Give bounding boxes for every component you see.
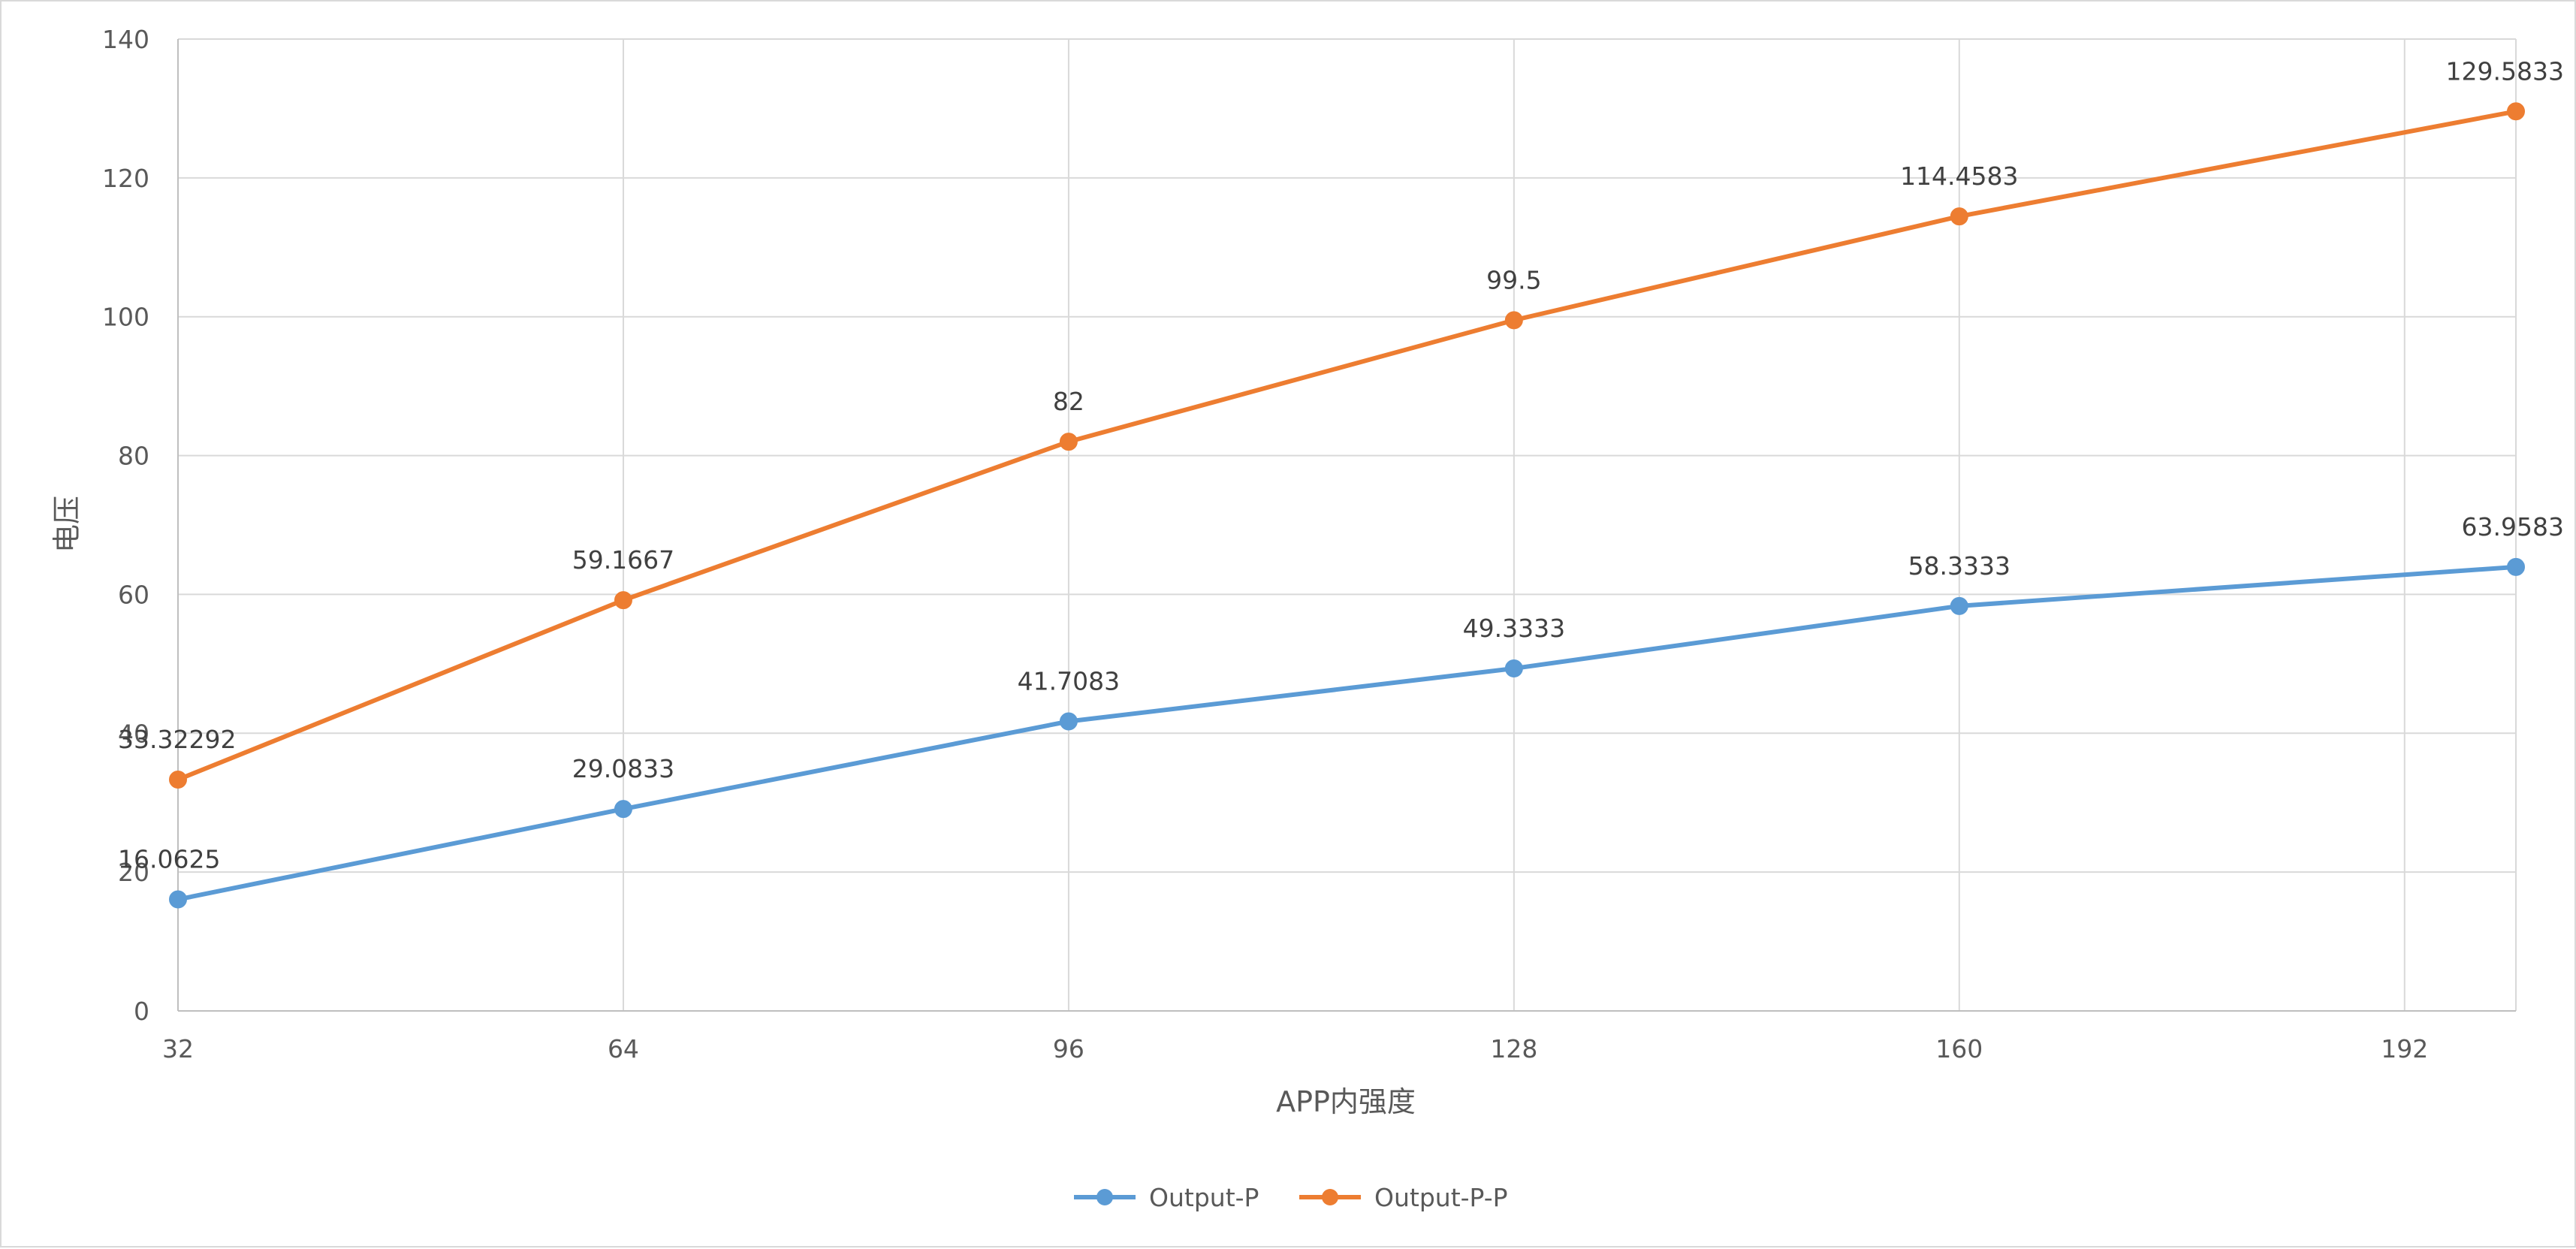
y-tick-label: 20 xyxy=(118,858,149,887)
legend: Output-P Output-P-P xyxy=(1074,1183,1508,1212)
y-tick-label: 40 xyxy=(118,719,149,748)
data-label: 129.5833 xyxy=(2446,56,2564,86)
x-tick-label: 160 xyxy=(1935,1034,1983,1063)
data-point xyxy=(2507,102,2525,121)
data-point xyxy=(614,591,632,610)
y-tick-label: 0 xyxy=(134,997,149,1026)
legend-marker-2 xyxy=(1322,1189,1338,1205)
data-point xyxy=(1950,596,1968,615)
data-point xyxy=(1950,207,1968,226)
y-tick-label: 140 xyxy=(102,25,149,54)
y-axis-title: 电压 xyxy=(50,496,83,553)
x-tick-label: 128 xyxy=(1490,1034,1537,1063)
data-label: 29.0833 xyxy=(572,754,674,783)
data-point xyxy=(169,771,187,789)
data-label: 59.1667 xyxy=(572,545,674,575)
grid-lines xyxy=(178,38,2517,1011)
data-label: 16.0625 xyxy=(118,845,220,874)
x-tick-label: 192 xyxy=(2381,1034,2428,1063)
legend-marker-1 xyxy=(1096,1189,1113,1205)
axes xyxy=(177,39,2516,1012)
series xyxy=(169,102,2525,909)
series-line-1 xyxy=(176,564,2518,902)
y-tick-label: 60 xyxy=(118,580,149,609)
legend-label-2: Output-P-P xyxy=(1374,1183,1508,1212)
y-tick-label: 120 xyxy=(102,164,149,193)
data-labels: 16.0625 29.0833 41.7083 49.3333 58.3333 63.95… xyxy=(118,56,2564,873)
series-line-2 xyxy=(176,109,2518,783)
data-label: 58.3333 xyxy=(1908,551,2010,581)
data-point xyxy=(1059,712,1078,731)
data-label: 63.9583 xyxy=(2462,512,2564,542)
data-point xyxy=(1059,433,1078,451)
data-label: 41.7083 xyxy=(1018,666,1120,695)
y-tick-label: 80 xyxy=(118,442,149,471)
x-tick-label: 96 xyxy=(1053,1034,1084,1063)
tick-labels: 0 20 40 60 80 100 120 140 32 64 96 128 160 192 xyxy=(102,25,2428,1063)
y-tick-label: 100 xyxy=(102,303,149,332)
data-point xyxy=(1504,659,1523,678)
data-label: 49.3333 xyxy=(1463,614,1565,643)
x-tick-label: 64 xyxy=(608,1034,639,1063)
x-axis-title: APP内强度 xyxy=(1276,1085,1416,1118)
x-tick-label: 32 xyxy=(162,1034,194,1063)
data-point xyxy=(1504,311,1523,330)
legend-label-1: Output-P xyxy=(1149,1183,1259,1212)
data-label: 82 xyxy=(1053,387,1084,416)
data-point xyxy=(614,800,632,819)
data-point xyxy=(2507,557,2525,576)
data-label: 33.32292 xyxy=(118,725,236,754)
data-point xyxy=(169,890,187,909)
data-label: 114.4583 xyxy=(1900,161,2018,191)
data-label: 99.5 xyxy=(1486,265,1541,294)
